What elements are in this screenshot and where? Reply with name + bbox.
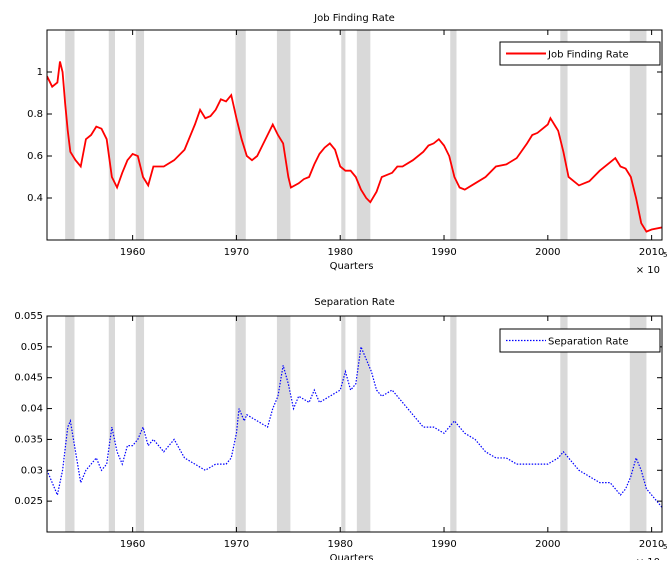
y-tick-label: 0.025	[14, 496, 43, 507]
subplot: Separation Rate 0.025 0.03 0.035 0.04 0.045 0.…	[14, 297, 667, 564]
recession-band	[356, 316, 371, 532]
data-line	[47, 344, 662, 508]
x-scale-exponent: 5	[663, 251, 667, 259]
y-tick-label: 0.4	[27, 193, 43, 204]
y-tick-label: 0.055	[14, 311, 43, 322]
recession-band	[65, 316, 75, 532]
recession-band	[341, 316, 346, 532]
recession-band	[450, 316, 457, 532]
legend: Job Finding Rate	[499, 41, 661, 66]
data-line	[47, 61, 662, 233]
recession-band	[235, 316, 246, 532]
x-axis-label: Quarters	[330, 553, 374, 560]
x-tick-label: 1980	[328, 247, 353, 258]
x-tick-label: 1980	[328, 539, 353, 550]
legend-label: Job Finding Rate	[547, 50, 629, 61]
x-tick-label: 1960	[120, 247, 145, 258]
recession-band	[108, 316, 115, 532]
y-tick-label: 0.045	[14, 373, 43, 384]
chart-title: Job Finding Rate	[313, 13, 395, 24]
axes-frame	[46, 315, 663, 533]
recession-band	[629, 316, 647, 532]
x-tick-label: 1970	[224, 247, 249, 258]
x-tick-label: 2010	[639, 247, 664, 258]
recession-band	[356, 30, 371, 240]
recession-band	[108, 30, 115, 240]
chart-title: Separation Rate	[314, 297, 394, 308]
legend-box	[499, 328, 661, 353]
recession-band	[560, 316, 568, 532]
y-tick-label: 1	[37, 67, 43, 78]
y-tick-label: 0.6	[27, 151, 43, 162]
x-tick-label: 1990	[431, 539, 456, 550]
recession-band	[450, 30, 457, 240]
x-tick-label: 2010	[639, 539, 664, 550]
recession-band	[276, 30, 291, 240]
x-tick-label: 2000	[535, 539, 560, 550]
x-tick-label: 1990	[431, 247, 456, 258]
recession-band	[341, 30, 346, 240]
y-tick-label: 0.04	[21, 404, 43, 415]
x-tick-label: 2000	[535, 247, 560, 258]
y-tick-label: 0.03	[21, 465, 43, 476]
x-tick-label: 1970	[224, 539, 249, 550]
x-tick-label: 1960	[120, 539, 145, 550]
recession-band	[135, 316, 145, 532]
y-tick-label: 0.05	[21, 342, 43, 353]
y-tick-label: 0.035	[14, 434, 43, 445]
recession-band	[65, 30, 75, 240]
legend-label: Separation Rate	[548, 337, 628, 348]
legend: Separation Rate	[499, 328, 661, 353]
recession-band	[276, 316, 291, 532]
subplot: Job Finding Rate 0.4 0.6 0.8 1 1960 1970 1980 19…	[27, 13, 667, 276]
x-scale-exponent: 5	[663, 543, 667, 551]
legend-box	[499, 41, 661, 66]
recession-band	[560, 30, 568, 240]
axes-frame	[46, 29, 663, 241]
recession-band	[135, 30, 145, 240]
y-tick-label: 0.8	[27, 109, 43, 120]
x-scale-label: × 10	[636, 265, 660, 276]
x-axis-label: Quarters	[330, 261, 374, 272]
